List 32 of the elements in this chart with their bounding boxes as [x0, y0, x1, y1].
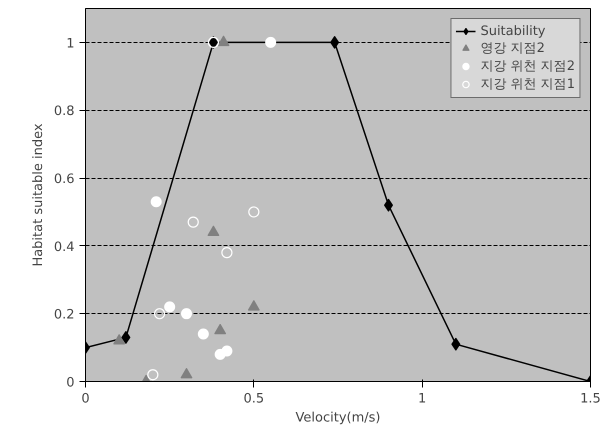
legend-label: 영강 지점2 — [480, 40, 545, 57]
point — [248, 206, 260, 218]
point — [221, 247, 232, 258]
y-axis-title: Habitat suitable index — [30, 123, 46, 267]
x-tick-label: 1.5 — [580, 392, 601, 406]
y-tick-label: 1 — [66, 36, 75, 52]
point — [164, 301, 176, 312]
x-tick-label: 0.5 — [243, 392, 264, 406]
x-tick-label: 0 — [81, 392, 90, 406]
x-tick-label: 1 — [418, 392, 426, 406]
point — [154, 308, 166, 320]
point — [330, 36, 340, 49]
point — [248, 300, 260, 311]
y-tick-label: 0.8 — [54, 104, 75, 120]
legend-label: 지강 위천 지점1 — [480, 76, 575, 93]
point — [198, 328, 209, 340]
y-tick-label: 0.2 — [54, 308, 75, 323]
x-axis-title: Velocity(m/s) — [296, 410, 380, 426]
y-tick-label: 0.6 — [54, 172, 75, 188]
point — [147, 369, 158, 380]
point — [265, 36, 276, 48]
y-tick-label: 0.4 — [54, 240, 75, 255]
point — [121, 330, 130, 344]
point — [221, 345, 232, 356]
legend-label: Suitability — [480, 23, 546, 39]
legend-label: 지강 위천 지점2 — [480, 58, 575, 75]
point — [218, 36, 230, 46]
y-tick-label: 0 — [66, 376, 75, 390]
point — [451, 338, 460, 351]
point — [150, 196, 162, 208]
point — [181, 308, 192, 320]
point — [188, 216, 199, 228]
